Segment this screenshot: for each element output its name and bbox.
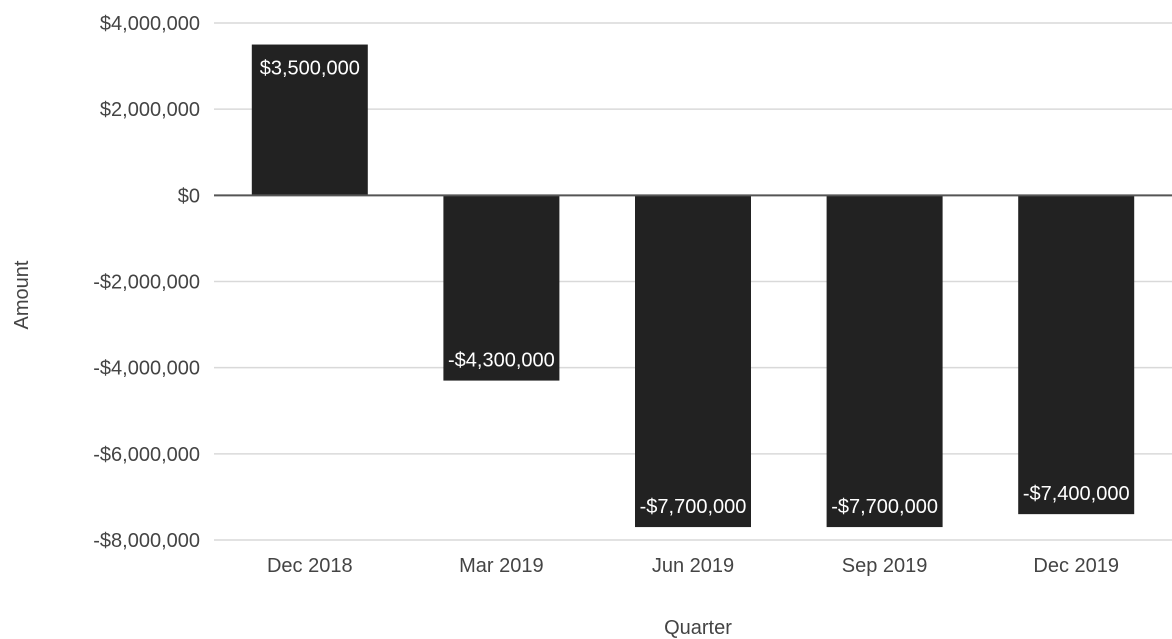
bar-value-label: -$4,300,000 xyxy=(448,350,555,372)
bar xyxy=(251,44,368,196)
bar xyxy=(635,195,751,528)
x-tick-label: Jun 2019 xyxy=(652,555,734,577)
y-axis-ticks: $4,000,000 $2,000,000 $0 -$2,000,000 -$4,000… xyxy=(93,13,200,552)
y-tick-label: $4,000,000 xyxy=(100,13,200,35)
bar-value-label: -$7,700,000 xyxy=(640,496,747,518)
x-axis-ticks: Dec 2018 Mar 2019 Jun 2019 Sep 2019 Dec 2019 xyxy=(267,555,1119,577)
y-tick-label: -$6,000,000 xyxy=(93,444,200,466)
bars xyxy=(251,44,1135,528)
y-tick-label: -$4,000,000 xyxy=(93,358,200,380)
x-tick-label: Dec 2018 xyxy=(267,555,353,577)
bar xyxy=(1018,195,1135,515)
bar xyxy=(826,195,943,528)
bar-value-label: -$7,700,000 xyxy=(831,496,938,518)
y-tick-label: $2,000,000 xyxy=(100,99,200,121)
data-labels: $3,500,000 -$4,300,000 -$7,700,000 -$7,700,… xyxy=(258,56,1132,521)
x-tick-label: Mar 2019 xyxy=(459,555,544,577)
x-tick-label: Sep 2019 xyxy=(842,555,928,577)
x-axis-title: Quarter xyxy=(664,617,732,639)
bar-value-label: $3,500,000 xyxy=(260,58,360,80)
y-tick-label: -$2,000,000 xyxy=(93,272,200,294)
y-tick-label: $0 xyxy=(178,185,200,207)
y-axis-title: Amount xyxy=(11,260,33,329)
y-tick-label: -$8,000,000 xyxy=(93,530,200,552)
x-tick-label: Dec 2019 xyxy=(1033,555,1119,577)
bar xyxy=(443,195,560,381)
bar-value-label: -$7,400,000 xyxy=(1023,483,1130,505)
